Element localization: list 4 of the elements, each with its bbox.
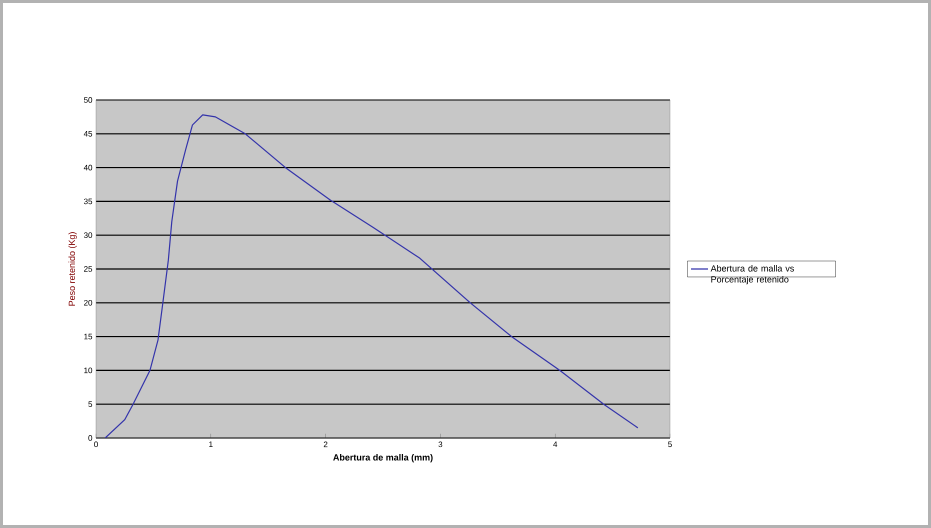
line-series — [104, 114, 638, 438]
legend-label: Abertura de malla vs Porcentaje retenido — [710, 264, 794, 284]
y-axis-title: Peso retenido (Kg) — [68, 232, 77, 306]
x-axis-title: Abertura de malla (mm) — [333, 454, 433, 462]
